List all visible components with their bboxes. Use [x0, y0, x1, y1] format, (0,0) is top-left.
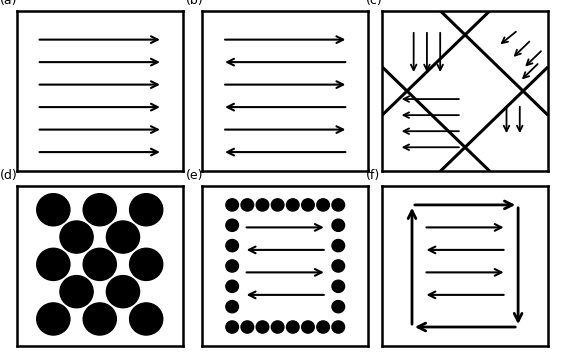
- Text: (c): (c): [365, 0, 382, 7]
- Circle shape: [130, 303, 163, 335]
- Circle shape: [287, 321, 299, 333]
- Text: (f): (f): [365, 170, 380, 182]
- Circle shape: [287, 199, 299, 211]
- Circle shape: [226, 280, 238, 292]
- Circle shape: [332, 321, 345, 333]
- Text: (d): (d): [1, 170, 18, 182]
- Circle shape: [256, 321, 269, 333]
- Circle shape: [60, 221, 93, 253]
- Circle shape: [106, 276, 139, 308]
- Circle shape: [226, 219, 238, 231]
- Circle shape: [106, 221, 139, 253]
- Circle shape: [226, 321, 238, 333]
- Text: (a): (a): [1, 0, 18, 7]
- Circle shape: [332, 280, 345, 292]
- Circle shape: [37, 248, 70, 281]
- Circle shape: [332, 301, 345, 313]
- Circle shape: [271, 321, 284, 333]
- Circle shape: [271, 199, 284, 211]
- Circle shape: [317, 199, 329, 211]
- Circle shape: [332, 240, 345, 252]
- Circle shape: [130, 193, 163, 226]
- Circle shape: [37, 303, 70, 335]
- Circle shape: [130, 248, 163, 281]
- Circle shape: [317, 321, 329, 333]
- Circle shape: [256, 199, 269, 211]
- Circle shape: [226, 260, 238, 272]
- Circle shape: [83, 248, 116, 281]
- Circle shape: [37, 193, 70, 226]
- Circle shape: [332, 199, 345, 211]
- Circle shape: [332, 260, 345, 272]
- Circle shape: [226, 199, 238, 211]
- Circle shape: [241, 321, 253, 333]
- Circle shape: [302, 199, 314, 211]
- Circle shape: [241, 199, 253, 211]
- Circle shape: [302, 321, 314, 333]
- Text: (e): (e): [185, 170, 203, 182]
- Circle shape: [83, 303, 116, 335]
- Text: (b): (b): [185, 0, 203, 7]
- Circle shape: [226, 301, 238, 313]
- Circle shape: [83, 193, 116, 226]
- Circle shape: [226, 240, 238, 252]
- Circle shape: [332, 219, 345, 231]
- Circle shape: [60, 276, 93, 308]
